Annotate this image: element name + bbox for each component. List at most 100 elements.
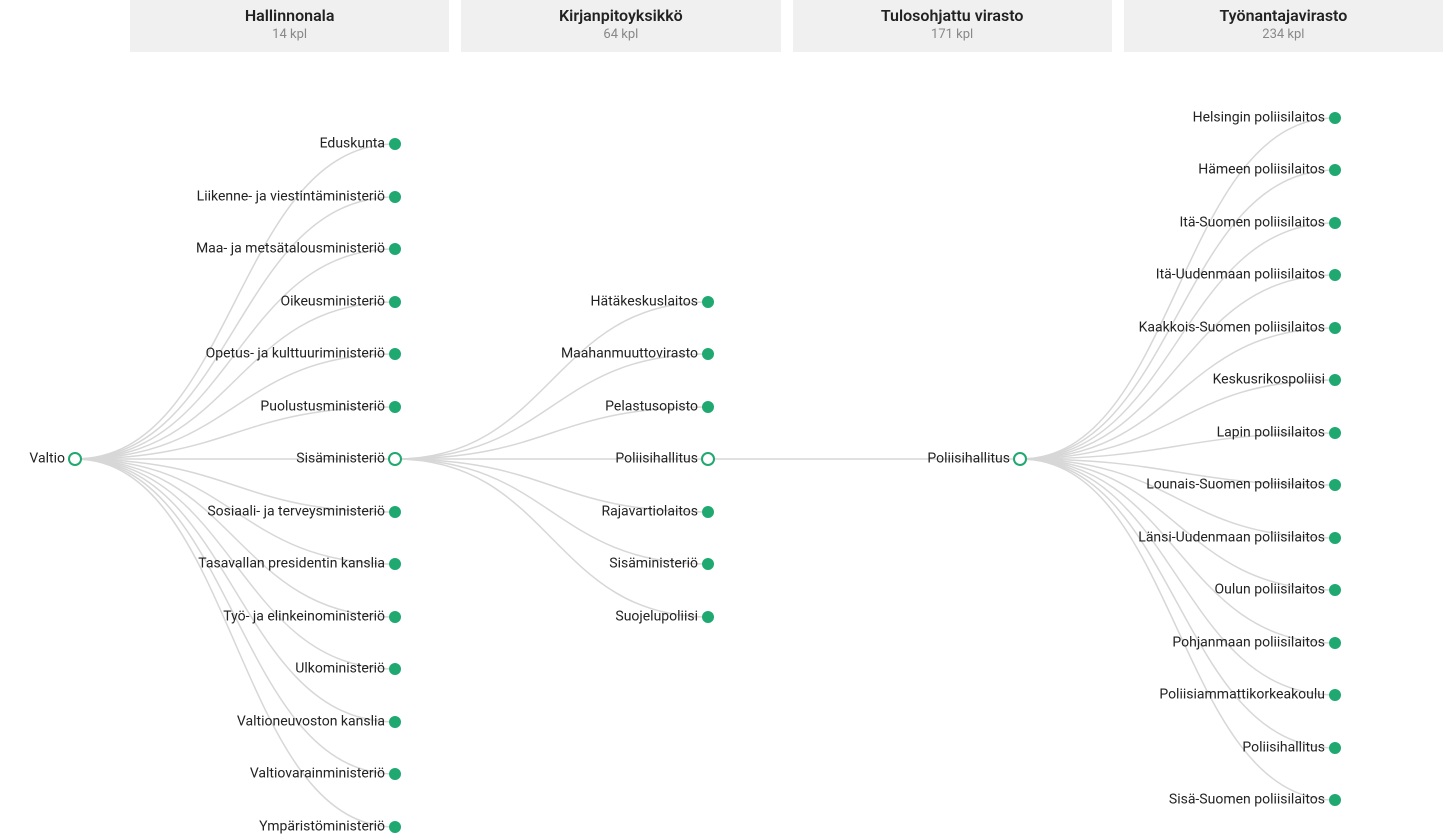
node-open-icon[interactable]	[389, 453, 401, 465]
tree-node[interactable]: Työ- ja elinkeinoministeriö	[223, 609, 401, 625]
tree-node-label: Liikenne- ja viestintäministeriö	[197, 189, 385, 205]
node-closed-icon[interactable]	[389, 243, 401, 255]
node-closed-icon[interactable]	[389, 296, 401, 308]
header-title: Tulosohjattu virasto	[793, 6, 1112, 25]
node-closed-icon[interactable]	[702, 296, 714, 308]
tree-node[interactable]: Helsingin poliisilaitos	[1193, 110, 1341, 126]
tree-node[interactable]: Hätäkeskuslaitos	[590, 294, 714, 310]
tree-node-label: Poliisihallitus	[615, 451, 698, 467]
node-closed-icon[interactable]	[389, 821, 401, 833]
tree-edge	[1020, 223, 1335, 459]
node-closed-icon[interactable]	[389, 611, 401, 623]
header-hallinnonala[interactable]: Hallinnonala 14 kpl	[130, 0, 449, 52]
node-closed-icon[interactable]	[389, 768, 401, 780]
tree-node[interactable]: Opetus- ja kulttuuriministeriö	[206, 346, 401, 362]
tree-node[interactable]: Maa- ja metsätalousministeriö	[196, 241, 401, 257]
node-closed-icon[interactable]	[1329, 164, 1341, 176]
node-closed-icon[interactable]	[1329, 322, 1341, 334]
node-closed-icon[interactable]	[1329, 479, 1341, 491]
tree-edge	[75, 459, 395, 722]
node-closed-icon[interactable]	[702, 558, 714, 570]
tree-node-label: Oikeusministeriö	[280, 294, 385, 310]
node-closed-icon[interactable]	[389, 401, 401, 413]
tree-node-label: Sisä-Suomen poliisilaitos	[1169, 792, 1325, 808]
header-kirjanpitoyksikko[interactable]: Kirjanpitoyksikkö 64 kpl	[461, 0, 780, 52]
header-tyonantajavirasto[interactable]: Työnantajavirasto 234 kpl	[1124, 0, 1443, 52]
tree-node[interactable]: Liikenne- ja viestintäministeriö	[197, 189, 401, 205]
tree-node[interactable]: Pelastusopisto	[605, 399, 714, 415]
node-closed-icon[interactable]	[389, 348, 401, 360]
tree-node[interactable]: Puolustusministeriö	[260, 399, 401, 415]
tree-node[interactable]: Lapin poliisilaitos	[1217, 425, 1341, 441]
tree-node[interactable]: Ympäristöministeriö	[259, 819, 401, 835]
node-closed-icon[interactable]	[389, 663, 401, 675]
node-closed-icon[interactable]	[1329, 689, 1341, 701]
tree-node-label: Tasavallan presidentin kanslia	[198, 556, 385, 572]
tree-node[interactable]: Tasavallan presidentin kanslia	[198, 556, 401, 572]
header-count: 171 kpl	[793, 27, 1112, 42]
tree-node[interactable]: Maahanmuuttovirasto	[561, 346, 714, 362]
node-closed-icon[interactable]	[389, 138, 401, 150]
tree-node-label: Oulun poliisilaitos	[1215, 582, 1325, 598]
tree-node[interactable]: Itä-Uudenmaan poliisilaitos	[1156, 267, 1341, 283]
tree-node[interactable]: Oulun poliisilaitos	[1215, 582, 1341, 598]
header-tulosohjattu-virasto[interactable]: Tulosohjattu virasto 171 kpl	[793, 0, 1112, 52]
tree-node[interactable]: Sosiaali- ja terveysministeriö	[207, 504, 401, 520]
tree-node-label: Lounais-Suomen poliisilaitos	[1146, 477, 1325, 493]
node-closed-icon[interactable]	[1329, 794, 1341, 806]
tree-node-label: Maa- ja metsätalousministeriö	[196, 241, 385, 257]
node-closed-icon[interactable]	[1329, 742, 1341, 754]
node-closed-icon[interactable]	[389, 716, 401, 728]
tree-node-label: Poliisihallitus	[1242, 740, 1325, 756]
tree-edge	[1020, 459, 1335, 748]
node-closed-icon[interactable]	[702, 348, 714, 360]
node-open-icon[interactable]	[702, 453, 714, 465]
tree-node[interactable]: Rajavartiolaitos	[601, 504, 714, 520]
node-closed-icon[interactable]	[702, 506, 714, 518]
tree-node[interactable]: Länsi-Uudenmaan poliisilaitos	[1138, 530, 1341, 546]
tree-node-label: Hätäkeskuslaitos	[590, 294, 698, 310]
node-closed-icon[interactable]	[1329, 269, 1341, 281]
tree-node-label: Maahanmuuttovirasto	[561, 346, 698, 362]
node-closed-icon[interactable]	[1329, 112, 1341, 124]
node-closed-icon[interactable]	[1329, 584, 1341, 596]
org-tree-diagram[interactable]: ValtioEduskuntaLiikenne- ja viestintämin…	[0, 52, 1443, 838]
tree-node[interactable]: Keskusrikospoliisi	[1213, 372, 1341, 388]
tree-node-label: Opetus- ja kulttuuriministeriö	[206, 346, 385, 362]
node-closed-icon[interactable]	[1329, 532, 1341, 544]
tree-node-label: Itä-Uudenmaan poliisilaitos	[1156, 267, 1325, 283]
tree-node[interactable]: Kaakkois-Suomen poliisilaitos	[1139, 320, 1341, 336]
tree-node[interactable]: Sisä-Suomen poliisilaitos	[1169, 792, 1341, 808]
tree-node[interactable]: Poliisiammattikorkeakoulu	[1159, 687, 1341, 703]
tree-edge	[75, 197, 395, 459]
tree-node-label: Sosiaali- ja terveysministeriö	[207, 504, 385, 520]
tree-node-label: Pohjanmaan poliisilaitos	[1172, 635, 1325, 651]
tree-node[interactable]: Hämeen poliisilaitos	[1198, 162, 1341, 178]
tree-node[interactable]: Valtiovarainministeriö	[250, 766, 401, 782]
tree-root-node[interactable]: Valtio	[29, 451, 81, 467]
tree-node[interactable]: Oikeusministeriö	[280, 294, 401, 310]
tree-node-label: Valtioneuvoston kanslia	[237, 714, 385, 730]
node-closed-icon[interactable]	[389, 558, 401, 570]
tree-node-label: Itä-Suomen poliisilaitos	[1179, 215, 1325, 231]
node-closed-icon[interactable]	[1329, 427, 1341, 439]
tree-node-label: Työ- ja elinkeinoministeriö	[223, 609, 385, 625]
node-closed-icon[interactable]	[1329, 374, 1341, 386]
node-closed-icon[interactable]	[1329, 217, 1341, 229]
node-open-icon[interactable]	[1014, 453, 1026, 465]
tree-node-label: Ympäristöministeriö	[259, 819, 385, 835]
node-closed-icon[interactable]	[1329, 637, 1341, 649]
node-closed-icon[interactable]	[389, 191, 401, 203]
tree-node[interactable]: Itä-Suomen poliisilaitos	[1179, 215, 1341, 231]
tree-edge	[75, 302, 395, 459]
tree-node[interactable]: Valtioneuvoston kanslia	[237, 714, 401, 730]
node-closed-icon[interactable]	[702, 401, 714, 413]
node-closed-icon[interactable]	[389, 506, 401, 518]
tree-node-label: Puolustusministeriö	[260, 399, 385, 415]
node-closed-icon[interactable]	[702, 611, 714, 623]
tree-node[interactable]: Lounais-Suomen poliisilaitos	[1146, 477, 1341, 493]
header-count: 64 kpl	[461, 27, 780, 42]
tree-node-label: Rajavartiolaitos	[601, 504, 698, 520]
node-open-icon[interactable]	[69, 453, 81, 465]
tree-node[interactable]: Pohjanmaan poliisilaitos	[1172, 635, 1341, 651]
